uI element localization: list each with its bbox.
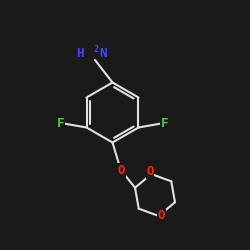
Text: H: H — [76, 47, 84, 60]
Text: O: O — [146, 165, 154, 178]
Text: N: N — [100, 47, 107, 60]
Text: 2: 2 — [93, 45, 98, 54]
Text: F: F — [160, 117, 168, 130]
Text: F: F — [57, 117, 64, 130]
Text: O: O — [158, 210, 165, 222]
Text: O: O — [118, 164, 125, 177]
